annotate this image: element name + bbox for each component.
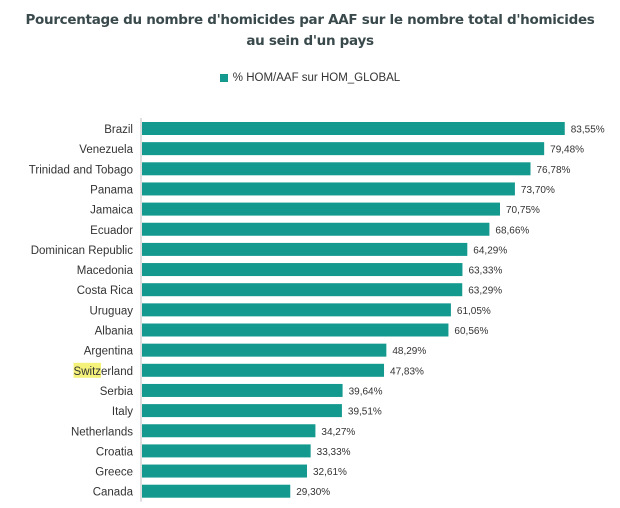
- value-label: 32,61%: [313, 467, 347, 478]
- bar: [142, 182, 515, 196]
- legend-label: % HOM/AAF sur HOM_GLOBAL: [232, 72, 401, 84]
- value-label: 63,33%: [468, 266, 502, 277]
- value-label: 63,29%: [468, 286, 502, 297]
- value-label: 70,75%: [506, 205, 540, 216]
- value-label: 73,70%: [521, 185, 555, 196]
- category-label: Canada: [93, 487, 134, 499]
- category-label: Brazil: [104, 124, 133, 136]
- bar: [142, 424, 316, 438]
- bar: [142, 444, 311, 458]
- category-label: Venezuela: [79, 144, 133, 156]
- bar: [142, 162, 531, 176]
- category-label: Greece: [95, 467, 133, 479]
- value-label: 33,33%: [317, 447, 351, 458]
- value-label: 39,64%: [349, 386, 383, 397]
- category-label: Serbia: [100, 386, 134, 398]
- category-label: Ecuador: [90, 225, 133, 237]
- category-label: Switzerland: [74, 366, 133, 378]
- category-label: Argentina: [84, 346, 134, 358]
- bar: [142, 142, 545, 156]
- value-label: 79,48%: [550, 145, 584, 156]
- value-label: 48,29%: [392, 346, 426, 357]
- value-label: 34,27%: [321, 427, 355, 438]
- bar: [142, 404, 342, 418]
- bar: [142, 263, 463, 277]
- category-label: Macedonia: [77, 265, 134, 277]
- value-label: 47,83%: [390, 366, 424, 377]
- chart-title-line-2: au sein d'un pays: [246, 33, 374, 49]
- highlight-mark: [73, 362, 102, 378]
- value-label: 39,51%: [348, 407, 382, 418]
- category-label: Trinidad and Tobago: [29, 164, 133, 176]
- bar: [142, 222, 490, 236]
- value-label: 68,66%: [495, 225, 529, 236]
- bar: [142, 122, 565, 135]
- legend-swatch: [219, 74, 228, 82]
- bar: [142, 343, 387, 357]
- chart-title-line-1: Pourcentage du nombre d'homicides par AA…: [25, 12, 595, 28]
- bar: [142, 383, 343, 397]
- category-label: Dominican Republic: [31, 245, 134, 257]
- bar: [142, 242, 468, 256]
- legend: % HOM/AAF sur HOM_GLOBAL: [0, 72, 620, 84]
- value-label: 61,05%: [457, 306, 491, 317]
- category-label: Croatia: [96, 446, 134, 458]
- bar: [142, 283, 463, 297]
- bar: [142, 323, 449, 337]
- value-label: 64,29%: [473, 245, 507, 256]
- category-label: Netherlands: [71, 426, 133, 438]
- value-label: 83,55%: [571, 125, 605, 136]
- value-label: 29,30%: [296, 487, 330, 498]
- category-label: Uruguay: [90, 305, 134, 317]
- value-label: 76,78%: [537, 165, 571, 176]
- category-label: Costa Rica: [77, 285, 134, 297]
- value-label: 60,56%: [454, 326, 488, 337]
- bar: [142, 303, 451, 317]
- bar: [142, 202, 500, 216]
- bar: [142, 363, 385, 377]
- category-label: Italy: [112, 406, 133, 418]
- bar: [142, 484, 291, 498]
- category-label: Panama: [90, 184, 133, 196]
- bar: [142, 464, 308, 478]
- category-label: Jamaica: [90, 205, 133, 217]
- category-label: Albania: [95, 326, 134, 338]
